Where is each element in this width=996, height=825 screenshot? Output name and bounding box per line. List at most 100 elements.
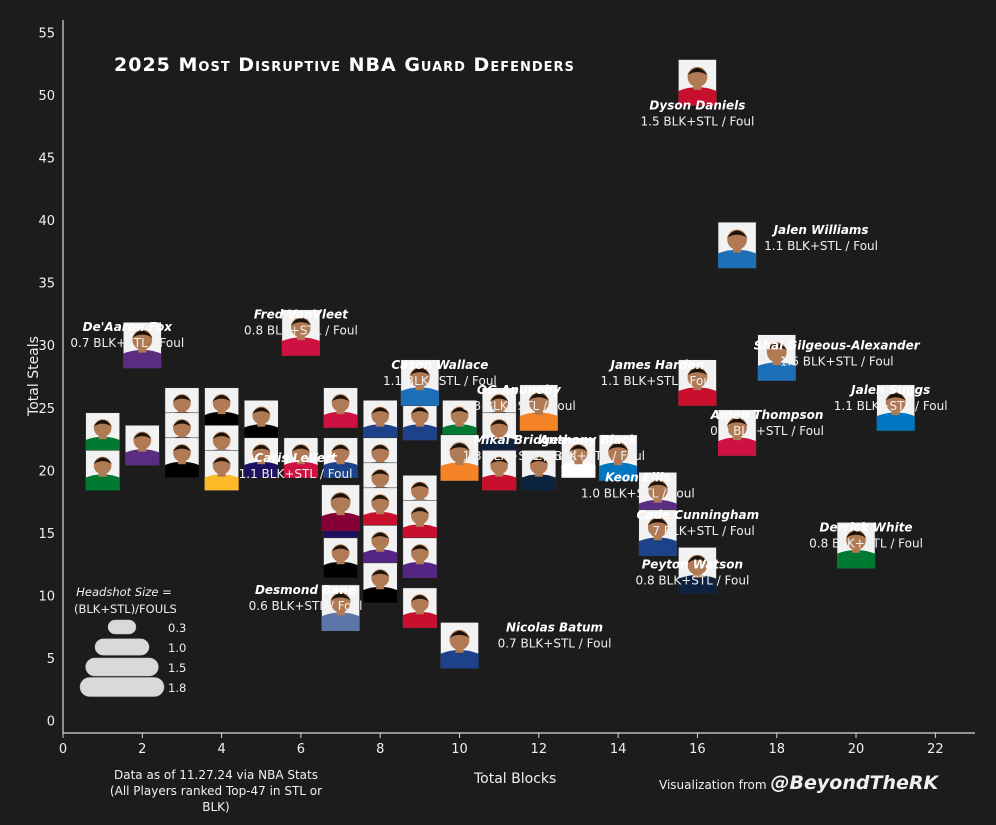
size-legend-swatch xyxy=(85,657,159,677)
hair-shape xyxy=(607,443,629,451)
hair-shape xyxy=(726,418,748,426)
jersey-shape xyxy=(482,474,517,491)
player-name-label: OG Anunoby xyxy=(477,383,562,397)
player-headshot xyxy=(561,437,596,479)
player-annotation: Keon Ellis 1.0 BLK+STL / Foul xyxy=(581,470,695,500)
player-name-label: Caris LeVert xyxy=(254,451,338,465)
jersey-shape xyxy=(281,337,320,356)
headshot-marks xyxy=(85,59,915,669)
hair-shape xyxy=(450,407,469,414)
hair-shape xyxy=(330,593,351,601)
jersey-shape xyxy=(678,387,717,406)
data-source-line2: (All Players ranked Top-47 in STL or BLK… xyxy=(109,784,323,814)
player-headshot xyxy=(402,587,438,629)
player-stat-label: 0.8 BLK+STL / Foul xyxy=(636,573,750,587)
player-headshot xyxy=(402,537,438,579)
player-name-label: Jalen Williams xyxy=(772,223,869,237)
player-annotation: Dyson Daniels 1.5 BLK+STL / Foul xyxy=(641,99,755,129)
player-stat-label: 0.6 BLK+STL / Foul xyxy=(249,599,363,613)
hair-shape xyxy=(726,230,748,238)
visualization-credit: Visualization from @BeyondTheRK xyxy=(659,772,938,794)
player-stat-label: 0.7 BLK+STL / Foul xyxy=(70,336,184,350)
player-name-label: Fred VanVleet xyxy=(254,308,349,322)
hair-shape xyxy=(371,532,390,539)
y-tick-label: 40 xyxy=(38,214,55,229)
hair-shape xyxy=(132,330,153,338)
player-annotation: Derrick White 0.8 BLK+STL / Foul xyxy=(809,520,923,550)
hair-shape xyxy=(410,482,430,489)
player-stat-label: 1.1 BLK+STL / Foul xyxy=(834,399,948,413)
player-annotation: Mikal Bridges 1.3 BLK+STL / Foul xyxy=(463,433,577,463)
player-headshot xyxy=(283,437,319,479)
y-tick-label: 55 xyxy=(38,27,55,42)
player-stat-label: 1.5 BLK+STL / Foul xyxy=(641,115,755,129)
player-headshot-labeled xyxy=(321,584,360,632)
player-name-label: Cason Wallace xyxy=(391,358,488,372)
hair-shape xyxy=(569,445,588,452)
player-headshot xyxy=(362,400,398,441)
player-headshot-labeled xyxy=(757,334,796,381)
jersey-shape xyxy=(440,650,479,669)
hair-shape xyxy=(371,407,390,414)
jersey-shape xyxy=(363,511,398,528)
player-headshot-labeled xyxy=(123,321,162,369)
jersey-shape xyxy=(561,461,596,478)
hair-shape xyxy=(409,368,431,376)
player-name-label: Anthony Black xyxy=(538,433,637,447)
jersey-shape xyxy=(400,387,439,406)
player-stat-label: 0.7 BLK+STL / Foul xyxy=(641,524,755,538)
x-tick-label: 10 xyxy=(451,742,468,757)
size-legend-title-line1: Headshot Size = xyxy=(76,585,172,599)
jersey-shape xyxy=(323,411,358,428)
player-stat-label: 0.8 BLK+STL / Foul xyxy=(809,536,923,550)
jersey-shape xyxy=(876,412,915,431)
player-stat-label: 1.1 BLK+STL / Foul xyxy=(764,239,878,253)
jersey-shape xyxy=(244,424,279,441)
player-headshot xyxy=(323,387,358,429)
player-headshot xyxy=(481,450,517,491)
hair-shape xyxy=(766,343,787,351)
player-annotation: Shai Gilgeous-Alexander 1.6 BLK+STL / Fou… xyxy=(754,339,921,369)
size-legend-value: 1.5 xyxy=(168,661,187,675)
jersey-shape xyxy=(85,474,120,491)
size-legend-value: 0.3 xyxy=(168,621,187,635)
y-axis-title: Total Steals xyxy=(25,336,42,416)
jersey-shape xyxy=(718,437,757,456)
player-headshot xyxy=(521,450,557,491)
player-name-label: Peyton Watson xyxy=(642,557,743,571)
size-legend-title: Headshot Size = (BLK+STL)/FOULS xyxy=(74,584,177,618)
hair-shape xyxy=(252,445,271,452)
credit-handle: @BeyondTheRK xyxy=(770,772,939,794)
hair-shape xyxy=(290,317,312,326)
player-name-label: Keon Ellis xyxy=(605,470,670,484)
hair-shape xyxy=(371,470,390,477)
jersey-shape xyxy=(678,574,717,594)
hair-shape xyxy=(252,407,271,414)
player-headshot xyxy=(481,412,517,454)
player-annotation: Amen Thompson 0.9 BLK+STL / Foul xyxy=(710,408,824,438)
player-name-label: Jalen Suggs xyxy=(849,383,930,397)
player-stat-label: 0.8 BLK+STL / Foul xyxy=(531,449,645,463)
y-tick-label: 45 xyxy=(38,152,55,167)
jersey-shape xyxy=(718,249,757,269)
jersey-shape xyxy=(204,474,239,491)
hair-shape xyxy=(410,407,430,414)
player-stat-label: 0.8 BLK+STL / Foul xyxy=(244,324,358,338)
player-stat-label: 0.7 BLK+STL / Foul xyxy=(498,636,612,650)
jersey-shape xyxy=(837,549,876,569)
size-legend-swatch xyxy=(107,619,137,635)
hair-shape xyxy=(172,394,192,402)
player-annotation: Peyton Watson 0.8 BLK+STL / Foul xyxy=(636,557,750,587)
hair-shape xyxy=(371,570,390,577)
player-headshot-labeled xyxy=(519,384,559,432)
hair-shape xyxy=(291,445,311,452)
jersey-shape xyxy=(85,436,120,453)
hair-shape xyxy=(93,419,112,427)
hair-shape xyxy=(687,368,708,376)
jersey-shape xyxy=(363,424,398,441)
y-tick-label: 15 xyxy=(38,527,55,542)
size-legend-swatch xyxy=(79,677,165,697)
size-legend-title-line2: (BLK+STL)/FOULS xyxy=(74,602,177,616)
hair-shape xyxy=(687,555,708,564)
